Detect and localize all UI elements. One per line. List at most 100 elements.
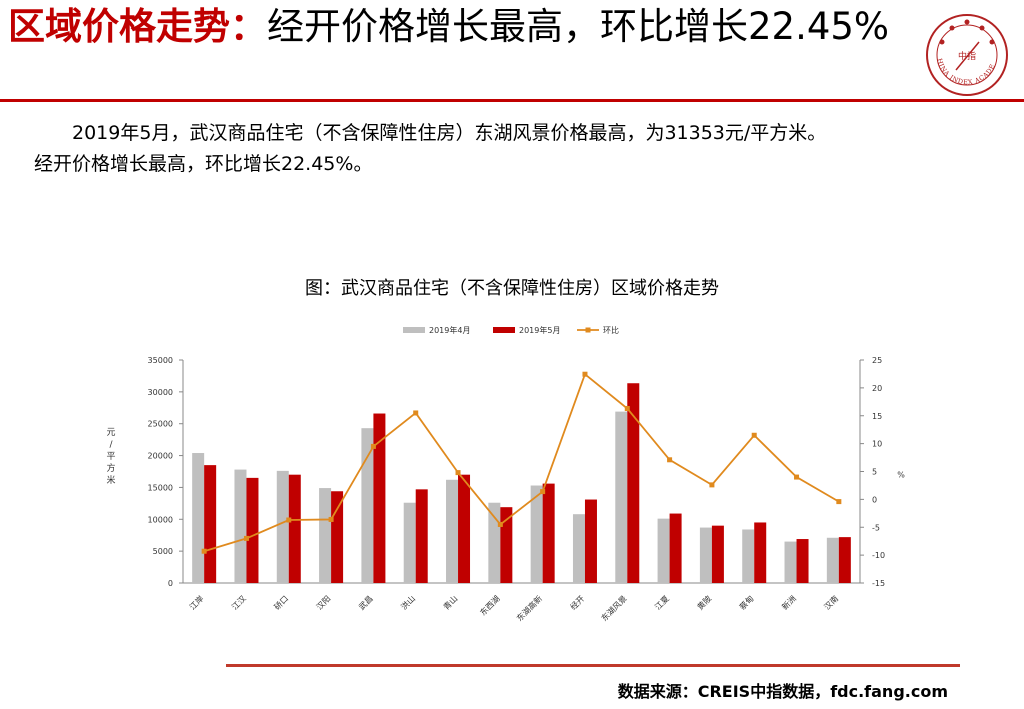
mom-point	[243, 535, 249, 541]
x-tick-label: 武昌	[356, 593, 374, 611]
y-axis-label-char: 元	[106, 428, 115, 438]
bar-apr	[657, 518, 670, 583]
x-tick-label: 东湖高新	[514, 593, 544, 623]
x-tick-label: 东西湖	[478, 593, 502, 617]
legend-label-apr: 2019年4月	[429, 325, 470, 335]
bar-may	[373, 413, 386, 583]
bar-may	[204, 465, 217, 583]
title-divider	[0, 99, 1024, 102]
x-tick-label: 江汉	[230, 594, 248, 612]
mom-point	[413, 410, 419, 416]
bar-may	[711, 525, 724, 583]
bar-apr	[403, 502, 416, 583]
y2-tick-label: 5	[872, 468, 877, 477]
y2-tick-label: 15	[872, 412, 882, 421]
x-tick-label: 洪山	[399, 593, 417, 611]
mom-point	[497, 521, 503, 527]
bar-apr	[488, 502, 501, 583]
x-tick-label: 蔡甸	[737, 593, 755, 611]
bar-may	[246, 477, 259, 583]
bar-apr	[530, 485, 543, 583]
y-axis-label-char: 米	[106, 474, 115, 486]
x-tick-label: 汉阳	[315, 594, 333, 612]
svg-text:CHINA INDEX ACADEMY: CHINA INDEX ACADEMY	[924, 12, 997, 86]
mom-point	[540, 489, 546, 495]
bar-apr	[742, 529, 755, 583]
x-tick-label: 青山	[441, 593, 459, 611]
y-axis-label-char: 方	[106, 462, 115, 474]
legend-marker-mom	[585, 327, 591, 333]
legend-label-may: 2019年5月	[519, 325, 560, 335]
y2-tick-label: -5	[872, 523, 880, 532]
page-title-rest: 经开价格增长最高，环比增长22.45%	[267, 5, 890, 48]
x-tick-label: 黄陂	[695, 593, 713, 611]
y2-tick-label: -10	[872, 551, 885, 560]
mom-line	[203, 372, 840, 553]
bar-may	[669, 513, 682, 583]
bar-apr	[319, 488, 332, 583]
mom-point	[328, 516, 334, 522]
mom-point	[836, 499, 842, 505]
bar-apr	[446, 479, 459, 583]
mom-point	[667, 457, 673, 463]
mom-point	[455, 470, 461, 476]
legend-swatch-apr	[403, 327, 425, 333]
y-tick-label: 30000	[148, 388, 173, 397]
bar-apr	[276, 470, 289, 583]
bar-may	[415, 489, 428, 583]
bar-may	[584, 499, 597, 583]
bar-apr	[826, 537, 839, 583]
y2-tick-label: -15	[872, 579, 885, 588]
x-tick-label: 江岸	[188, 594, 206, 612]
bar-may	[331, 491, 344, 583]
china-index-academy-logo: CHINA INDEX ACADEMY 中指	[920, 6, 1010, 98]
chart-caption: 图：武汉商品住宅（不含保障性住房）区域价格走势	[305, 278, 719, 299]
legend-label-mom: 环比	[603, 325, 619, 335]
page-title-highlight: 区域价格走势：	[8, 5, 267, 48]
bar-may	[627, 383, 640, 583]
bar-apr	[192, 453, 205, 583]
bar-may	[754, 522, 767, 583]
bar-may	[458, 474, 471, 583]
y-tick-label: 15000	[148, 483, 173, 492]
footer-divider	[226, 664, 960, 667]
y-tick-label: 25000	[148, 420, 173, 429]
bar-may	[542, 483, 555, 583]
x-tick-label: 东湖风景	[599, 593, 629, 623]
x-tick-label: 汉南	[822, 593, 840, 611]
data-source: 数据来源：CREIS中指数据，fdc.fang.com	[617, 682, 948, 701]
y-tick-label: 5000	[153, 547, 173, 556]
mom-point	[370, 443, 376, 449]
summary-line-1: 2019年5月，武汉商品住宅（不含保障性住房）东湖风景价格最高，为31353元/…	[72, 122, 827, 144]
bar-apr	[615, 411, 628, 583]
summary-paragraph: 2019年5月，武汉商品住宅（不含保障性住房）东湖风景价格最高，为31353元/…	[34, 118, 994, 180]
y2-tick-label: 20	[872, 384, 882, 393]
bar-apr	[572, 514, 585, 583]
page-title: 区域价格走势：经开价格增长最高，环比增长22.45%	[8, 4, 908, 50]
bar-may	[500, 507, 513, 583]
bar-apr	[784, 541, 797, 583]
price-trend-chart: 0 5000 10000 15000 20000 25000 30000 35000 -15 -1…	[106, 325, 905, 623]
x-tick-label: 江夏	[653, 594, 671, 612]
mom-point	[201, 548, 207, 554]
legend-swatch-may	[493, 327, 515, 333]
x-tick-label: 硚口	[273, 594, 291, 612]
bar-apr	[699, 527, 712, 583]
y2-tick-label: 10	[872, 440, 882, 449]
x-tick-label: 新洲	[780, 593, 798, 611]
y-tick-label: 10000	[148, 515, 173, 524]
bar-apr	[234, 469, 247, 583]
y-tick-label: 0	[168, 579, 173, 588]
x-tick-label: 经开	[568, 593, 586, 611]
bar-may	[838, 537, 851, 583]
y2-tick-label: 25	[872, 356, 882, 365]
bar-may	[796, 539, 809, 583]
y2-axis-label: %	[897, 471, 905, 480]
mom-point	[582, 371, 588, 377]
y-tick-label: 35000	[148, 356, 173, 365]
y-axis-label-char: 平	[106, 451, 115, 462]
svg-text:中指: 中指	[958, 50, 976, 62]
mom-point	[794, 474, 800, 480]
bar-may	[288, 474, 301, 583]
y2-tick-label: 0	[872, 495, 877, 504]
